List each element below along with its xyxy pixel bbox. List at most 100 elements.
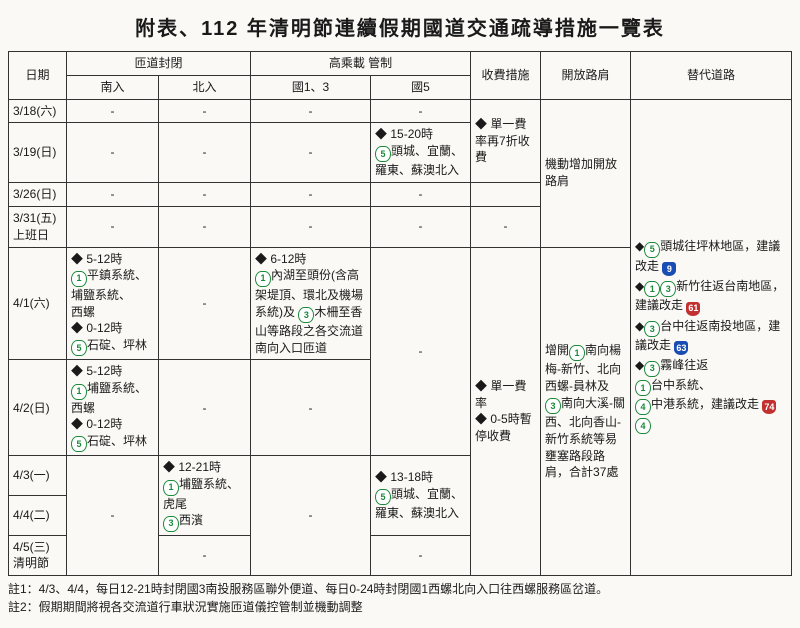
text: 中港系統，建議改走 xyxy=(651,397,759,411)
text: ◆ 15-20時 xyxy=(375,126,466,143)
cell: - xyxy=(371,99,471,123)
cell: - xyxy=(159,123,251,183)
cell-hov5: ◆ 15-20時 5頭城、宜蘭、 羅東、蘇澳北入 xyxy=(371,123,471,183)
flower-icon: 3 xyxy=(163,516,179,532)
cell-shoulder: 增開1南向楊梅-新竹、北向西螺-員林及 3南向大溪-關西、北向香山-新竹系統等易… xyxy=(541,247,631,576)
flower-icon: 5 xyxy=(375,489,391,505)
cell-date: 3/26(日) xyxy=(9,183,67,207)
cell-date: 4/1(六) xyxy=(9,247,67,360)
cell-alt: ◆5頭城往坪林地區，建議改走 9 ◆13新竹往返台南地區，建議改走 61 ◆3台… xyxy=(631,99,792,576)
text: 頭城、宜蘭、 xyxy=(391,487,463,501)
flower-icon: 3 xyxy=(644,321,660,337)
text: ◆ 單一費率 xyxy=(475,378,536,412)
cell-toll: ◆ 單一費率 ◆ 0-5時暫停收費 xyxy=(471,247,541,576)
page-title: 附表、112 年清明節連續假期國道交通疏導措施一覽表 xyxy=(8,12,792,41)
flower-icon: 3 xyxy=(545,398,561,414)
th-date: 日期 xyxy=(9,52,67,100)
cell-date: 4/5(三) 清明節 xyxy=(9,535,67,576)
th-ramp-south: 南入 xyxy=(67,75,159,99)
measures-table: 日期 匝道封閉 高乘載 管制 收費措施 開放路肩 替代道路 南入 北入 國1、3… xyxy=(8,51,792,576)
cell: - xyxy=(159,360,251,456)
cell: - xyxy=(371,183,471,207)
text: 西螺 xyxy=(71,400,154,417)
th-ramp-north: 北入 xyxy=(159,75,251,99)
text: 上班日 xyxy=(13,228,49,242)
text: ◆ 13-18時 xyxy=(375,469,466,486)
cell: - xyxy=(67,207,159,248)
cell: - xyxy=(251,456,371,576)
cell: - xyxy=(471,207,541,248)
cell-date: 4/3(一) xyxy=(9,456,67,496)
table-row: 3/18(六) - - - - ◆ 單一費率再7折收費 機動增加開放路肩 ◆5頭… xyxy=(9,99,792,123)
text: 虎尾 xyxy=(163,496,246,513)
cell: - xyxy=(251,99,371,123)
cell: - xyxy=(159,99,251,123)
cell xyxy=(471,183,541,207)
flower-icon: 1 xyxy=(569,345,585,361)
cell: - xyxy=(67,456,159,576)
th-hov: 高乘載 管制 xyxy=(251,52,471,76)
th-hov13: 國1、3 xyxy=(251,75,371,99)
cell-toll: ◆ 單一費率再7折收費 xyxy=(471,99,541,183)
cell: - xyxy=(159,247,251,360)
cell: - xyxy=(67,99,159,123)
cell: - xyxy=(371,535,471,576)
cell-date: 3/31(五) 上班日 xyxy=(9,207,67,248)
cell-ramp-n: ◆ 12-21時 1埔鹽系統、 虎尾 3西濱 xyxy=(159,456,251,535)
text: ◆ 0-5時暫停收費 xyxy=(475,411,536,445)
text: 平鎮系統、 xyxy=(87,268,147,282)
text: 埔鹽系統、 xyxy=(87,381,147,395)
text: 埔鹽系統、 xyxy=(71,287,154,304)
flower-icon: 1 xyxy=(255,271,271,287)
text: 石碇、坪林 xyxy=(87,338,147,352)
cell: - xyxy=(159,183,251,207)
th-hov5: 國5 xyxy=(371,75,471,99)
cell: - xyxy=(67,123,159,183)
cell: - xyxy=(371,247,471,456)
flower-icon: 5 xyxy=(71,436,87,452)
note-1: 註1：4/3、4/4，每日12-21時封閉國3南投服務區聯外便道、每日0-24時… xyxy=(8,580,792,598)
text: 台中系統、 xyxy=(651,378,711,392)
cell: - xyxy=(159,207,251,248)
text: ◆ 5-12時 xyxy=(71,251,154,268)
shield-icon: 63 xyxy=(674,341,688,355)
text: 清明節 xyxy=(13,556,49,570)
text: 西螺 xyxy=(71,304,154,321)
text: 石碇、坪林 xyxy=(87,434,147,448)
cell-date: 4/4(二) xyxy=(9,496,67,536)
text: 埔鹽系統、 xyxy=(179,477,239,491)
text: 頭城、宜蘭、 xyxy=(391,144,463,158)
text: 西濱 xyxy=(179,513,203,527)
text: ◆ 12-21時 xyxy=(163,459,246,476)
cell: - xyxy=(251,183,371,207)
flower-icon: 4 xyxy=(635,399,651,415)
cell: - xyxy=(371,207,471,248)
flower-icon: 1 xyxy=(71,271,87,287)
cell-hov5: ◆ 13-18時 5頭城、宜蘭、 羅東、蘇澳北入 xyxy=(371,456,471,535)
th-alt: 替代道路 xyxy=(631,52,792,100)
cell-date: 3/19(日) xyxy=(9,123,67,183)
text: ◆ 5-12時 xyxy=(71,363,154,380)
flower-icon: 1 xyxy=(644,281,660,297)
text: 羅東、蘇澳北入 xyxy=(375,162,466,179)
text: 霧峰往返 xyxy=(660,358,708,372)
flower-icon: 1 xyxy=(71,384,87,400)
shield-icon: 61 xyxy=(686,302,700,316)
text: 3/31(五) xyxy=(13,211,56,225)
th-ramp: 匝道封閉 xyxy=(67,52,251,76)
cell: - xyxy=(251,360,371,456)
text: 4/5(三) xyxy=(13,540,50,554)
th-shoulder: 開放路肩 xyxy=(541,52,631,100)
note-2: 註2：假期期間將視各交流道行車狀況實施匝道儀控管制並機動調整 xyxy=(8,598,792,616)
shield-icon: 74 xyxy=(762,400,776,414)
cell: - xyxy=(159,535,251,576)
cell-shoulder: 機動增加開放路肩 xyxy=(541,99,631,247)
flower-icon: 3 xyxy=(644,361,660,377)
text: ◆ 6-12時 xyxy=(255,251,366,268)
cell: - xyxy=(67,183,159,207)
flower-icon: 4 xyxy=(635,418,651,434)
flower-icon: 3 xyxy=(298,307,314,323)
flower-icon: 5 xyxy=(644,242,660,258)
th-toll: 收費措施 xyxy=(471,52,541,100)
cell-ramp-s: ◆ 5-12時 1埔鹽系統、 西螺 ◆ 0-12時 5石碇、坪林 xyxy=(67,360,159,456)
